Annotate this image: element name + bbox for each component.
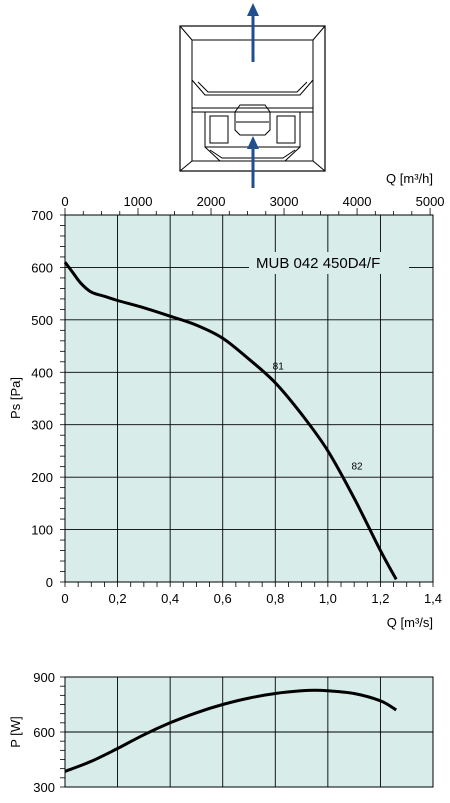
pressure-y-tick-label: 300 — [31, 418, 53, 433]
power-y-axis-label: P [W] — [8, 716, 23, 748]
pressure-top-x-tick-label: 3000 — [270, 194, 299, 209]
pressure-curve — [63, 261, 398, 581]
power-y-ticks: 300 600 900 — [33, 670, 55, 795]
pressure-top-x-ticks: 0 1000 2000 3000 4000 5000 — [61, 194, 444, 209]
pressure-x-tick-label: 0,8 — [266, 591, 284, 606]
pressure-annotations: 81 82 — [273, 362, 363, 473]
efficiency-label: 81 — [273, 362, 285, 373]
pressure-grid — [64, 214, 434, 583]
power-chart: 300 600 900 P [W] — [8, 670, 434, 795]
pressure-y-ticks: 0 100 200 300 400 500 600 700 — [31, 208, 53, 590]
pressure-y-tick-label: 500 — [31, 313, 53, 328]
power-y-tick-label: 900 — [33, 670, 55, 685]
pressure-plot-area — [64, 214, 434, 583]
pressure-x-tick-label: 1,4 — [424, 591, 442, 606]
pressure-top-x-tick-label: 4000 — [343, 194, 372, 209]
pressure-y-tick-label: 0 — [46, 575, 53, 590]
pressure-x-tick-label: 0,2 — [109, 591, 127, 606]
power-curve — [64, 688, 397, 773]
pressure-x-tick-label: 0,6 — [214, 591, 232, 606]
top-x-axis-label: Q [m³/h] — [386, 171, 433, 186]
x-axis-label: Q [m³/s] — [387, 615, 433, 630]
pressure-y-tick-label: 400 — [31, 365, 53, 380]
chart-title: MUB 042 450D4/F — [256, 255, 380, 272]
pressure-x-tick-label: 1,0 — [319, 591, 337, 606]
y-axis-label: Ps [Pa] — [8, 377, 23, 419]
pressure-x-ticks: 0 0,2 0,4 0,6 0,8 1,0 1,2 1,4 — [61, 591, 442, 606]
airflow-arrow-icon — [247, 3, 259, 188]
pressure-x-tick-label: 1,2 — [371, 591, 389, 606]
power-y-tick-label: 600 — [33, 725, 55, 740]
pressure-top-x-tick-label: 1000 — [124, 194, 153, 209]
model-label-box — [249, 252, 409, 274]
power-y-tick-label: 300 — [33, 780, 55, 795]
pressure-y-tick-label: 100 — [31, 523, 53, 538]
pressure-y-tick-label: 700 — [31, 208, 53, 223]
power-tick-marks — [60, 676, 65, 788]
pressure-chart: 0 0,2 0,4 0,6 0,8 1,0 1,2 1,4 0 100 200 300 400 500 6… — [8, 171, 445, 630]
pressure-top-x-tick-label: 5000 — [416, 194, 445, 209]
pressure-y-tick-label: 600 — [31, 260, 53, 275]
pressure-top-x-tick-label: 2000 — [197, 194, 226, 209]
pressure-y-tick-label: 200 — [31, 470, 53, 485]
efficiency-label: 82 — [352, 461, 364, 472]
pressure-x-tick-label: 0,4 — [161, 591, 179, 606]
power-grid — [64, 676, 434, 788]
pressure-top-x-tick-label: 0 — [61, 194, 68, 209]
pressure-tick-marks — [60, 208, 434, 587]
pressure-x-tick-label: 0 — [61, 591, 68, 606]
